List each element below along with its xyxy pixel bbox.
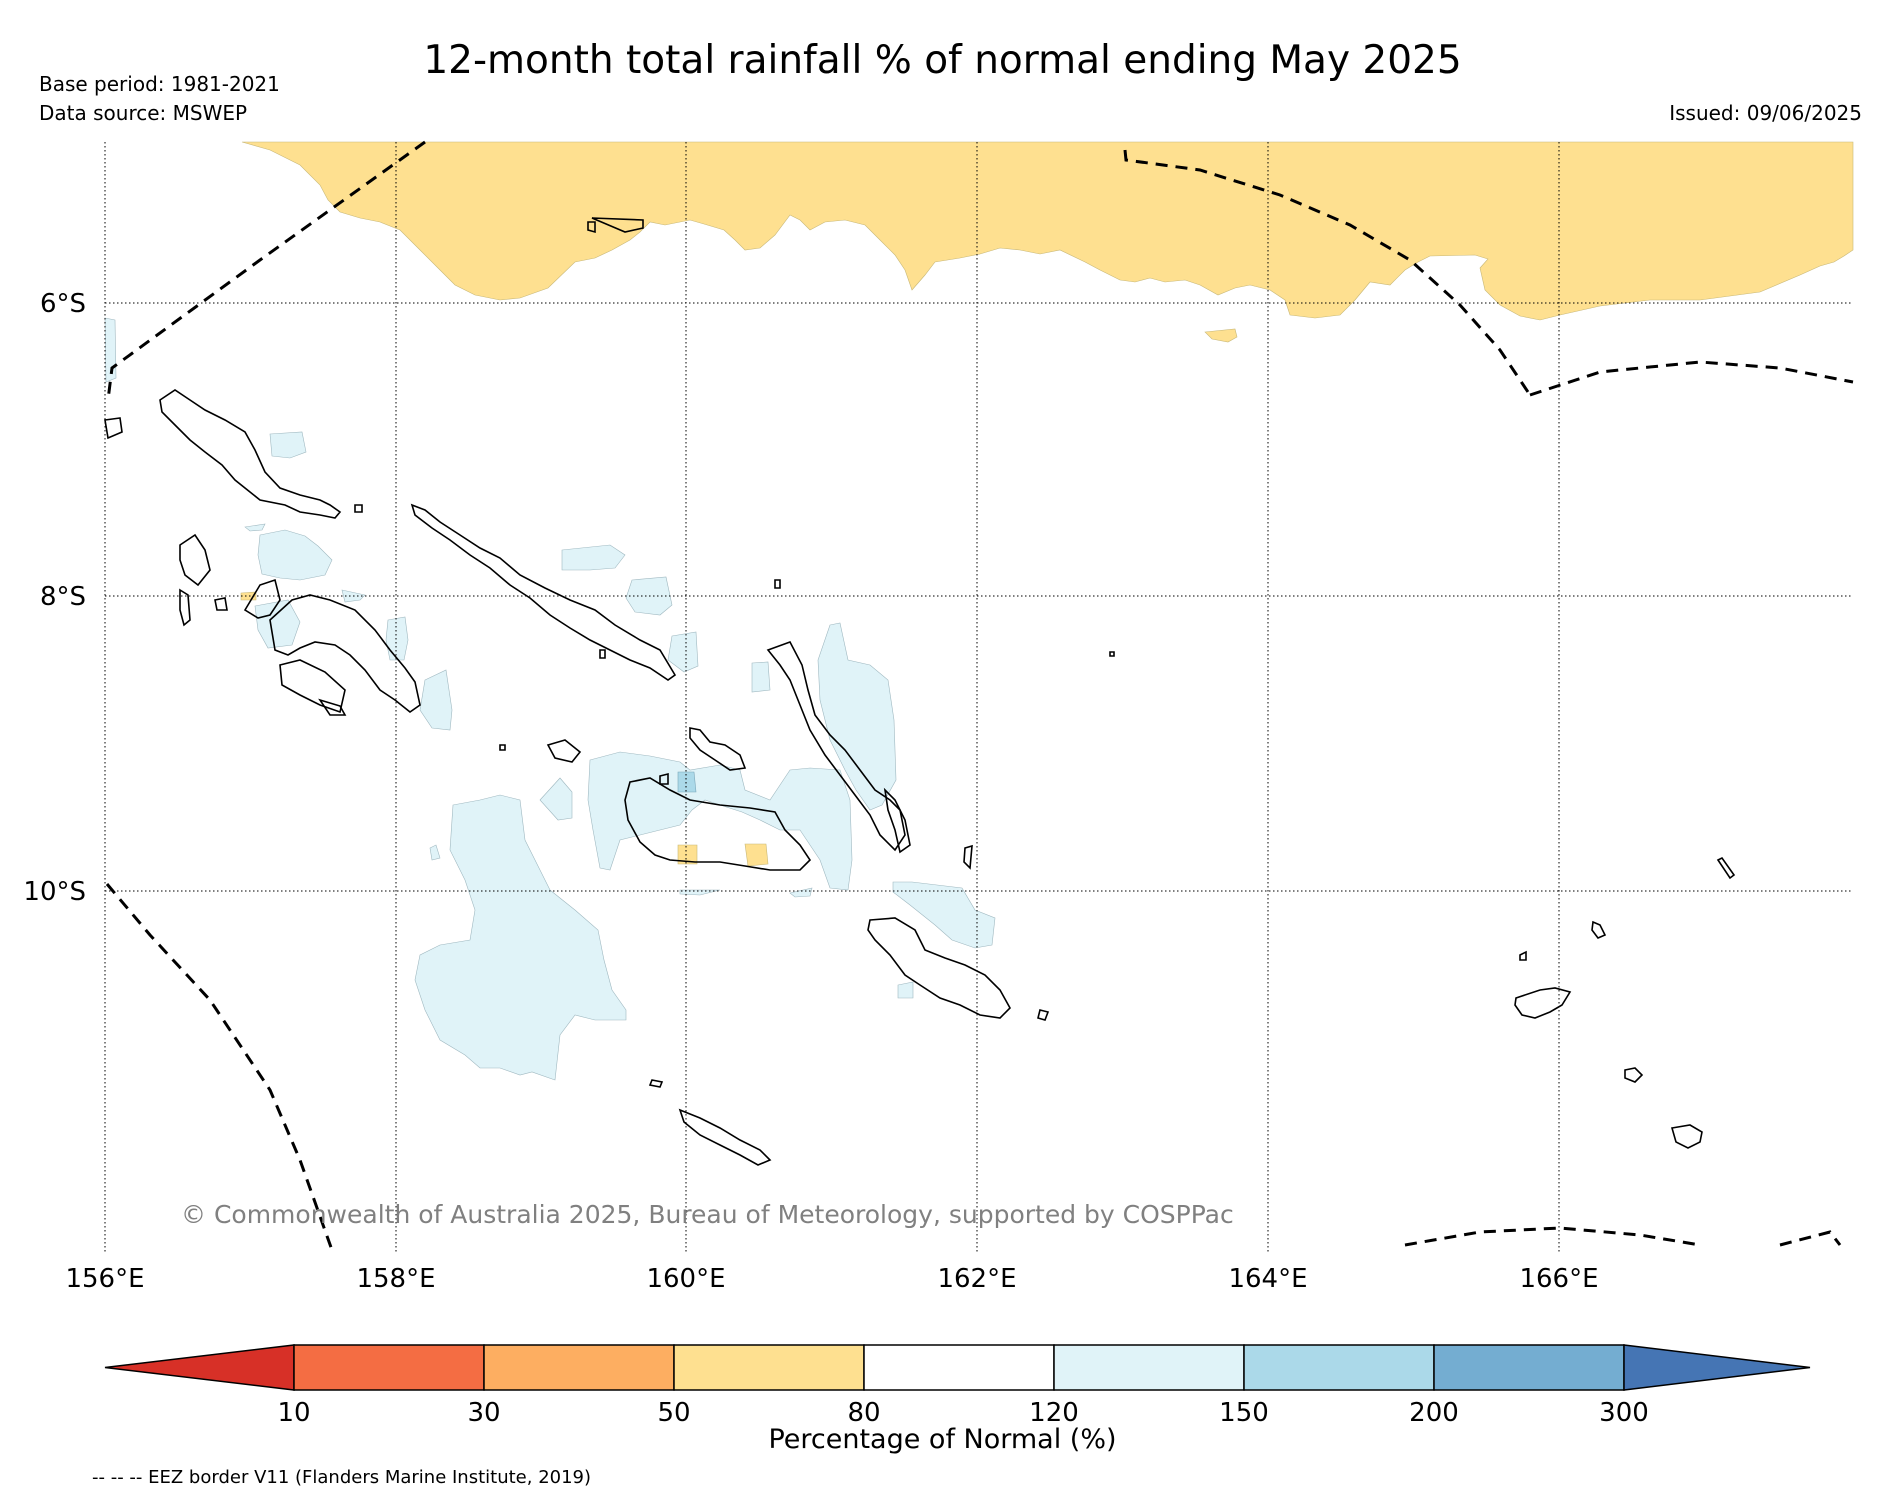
- island-rennell: [678, 1108, 772, 1166]
- lon-label-160e: 160°E: [646, 1264, 725, 1294]
- rainfall-region-above-normal: [789, 887, 813, 898]
- island-bellona: [648, 1079, 664, 1088]
- rainfall-region-above-normal: [539, 777, 573, 821]
- lat-label-6s: 6°S: [40, 289, 86, 319]
- data-source-label: Data source: MSWEP: [39, 101, 248, 125]
- island-vella-lavella: [179, 533, 211, 587]
- rainfall-region-below-normal: [677, 844, 698, 865]
- island-utupua: [1519, 950, 1527, 961]
- island-small-5: [354, 504, 363, 513]
- lon-label-156e: 156°E: [65, 1264, 144, 1294]
- colorbar-segment: [1243, 1344, 1435, 1391]
- lon-label-162e: 162°E: [937, 1264, 1016, 1294]
- rainfall-region-above-normal: [561, 544, 626, 571]
- island-choiseul: [159, 389, 342, 519]
- colorbar-tick-label: 120: [1029, 1398, 1079, 1428]
- island-anuta: [1624, 1067, 1644, 1083]
- rainfall-region-above-normal: [667, 631, 699, 673]
- rainfall-region-below-normal: [1204, 328, 1238, 343]
- colorbar-segment: [483, 1344, 675, 1391]
- rainfall-region-above-normal: [892, 881, 996, 949]
- eez-legend-note: -- -- -- EEZ border V11 (Flanders Marine…: [92, 1467, 592, 1488]
- colorbar-segment: [1433, 1344, 1625, 1391]
- colorbar-segments: [104, 1344, 1811, 1391]
- rainfall-region-below-normal: [241, 141, 1854, 321]
- island-small-2: [1109, 651, 1115, 657]
- island-guadalcanal: [624, 777, 812, 871]
- colorbar-extend-high: [1623, 1344, 1811, 1391]
- colorbar-segment: [863, 1344, 1055, 1391]
- island-rendova: [279, 659, 346, 714]
- rainfall-region-above-normal: [751, 661, 771, 693]
- island-santa-isabel: [410, 503, 677, 681]
- lat-label-10s: 10°S: [23, 877, 86, 907]
- island-vanikoro: [1514, 987, 1572, 1019]
- rainfall-region-above-normal: [257, 529, 333, 581]
- island-small-4: [599, 649, 606, 659]
- rainfall-region-above-normal: [414, 794, 627, 1081]
- colorbar-tick-labels: 10 30 50 80 120 150 200 300: [277, 1398, 1648, 1428]
- rainfall-region-above-normal: [269, 431, 307, 459]
- rainfall-region-above-normal: [587, 751, 853, 891]
- rainfall-region-above-normal: [817, 622, 897, 811]
- rainfall-region-above-normal: [385, 616, 409, 661]
- island-new-georgia: [243, 578, 281, 619]
- island-new-georgia-group: [269, 594, 421, 713]
- colorbar-segment: [673, 1344, 865, 1391]
- colorbar-tick-label: 50: [657, 1398, 690, 1428]
- lat-label-8s: 8°S: [40, 582, 86, 612]
- base-period-label: Base period: 1981-2021: [39, 72, 280, 96]
- rainfall-region-above-normal: [244, 523, 266, 532]
- island-ontong-java-2: [591, 217, 644, 233]
- island-small-santa-cruz: [1591, 920, 1607, 939]
- colorbar-tick-label: 30: [467, 1398, 500, 1428]
- island-small-malaita: [883, 787, 911, 854]
- island-small-3: [499, 744, 506, 751]
- copyright-notice: © Commonwealth of Australia 2025, Bureau…: [181, 1200, 1234, 1229]
- rainfall-region-below-normal: [744, 843, 769, 867]
- island-small-6: [214, 597, 228, 611]
- island-santa-ana: [1037, 1009, 1050, 1021]
- colorbar-tick-label: 80: [847, 1398, 880, 1428]
- colorbar-tick-label: 300: [1599, 1398, 1649, 1428]
- graticule: [104, 142, 1853, 1253]
- island-ontong-java-1: [587, 221, 596, 234]
- colorbar-segment: [293, 1344, 485, 1391]
- lon-label-166e: 166°E: [1519, 1264, 1598, 1294]
- rainfall-region-above-normal: [429, 844, 441, 861]
- island-tikopia: [1670, 1124, 1703, 1149]
- map-title: 12-month total rainfall % of normal endi…: [423, 38, 1462, 83]
- island-nggela: [689, 727, 747, 771]
- island-savo: [659, 772, 669, 785]
- issued-date-label: Issued: 09/06/2025: [1669, 101, 1862, 125]
- colorbar-extend-low: [104, 1344, 295, 1391]
- rainfall-region-above-normal: [419, 669, 453, 731]
- island-kolombangara: [179, 588, 191, 627]
- island-vangunu: [318, 698, 347, 716]
- island-shortland: [104, 417, 123, 440]
- island-tinakula: [1716, 856, 1736, 880]
- island-russell-islands: [546, 739, 582, 763]
- rainfall-region-above-normal: [897, 981, 914, 999]
- island-ulawa: [963, 844, 973, 870]
- lon-label-164e: 164°E: [1228, 1264, 1307, 1294]
- rainfall-fill-layer: [104, 141, 1854, 1081]
- rainfall-region-above-normal: [254, 599, 301, 649]
- eez-borders: [105, 140, 1854, 1254]
- lon-label-158e: 158°E: [356, 1264, 435, 1294]
- coastlines: [104, 217, 1736, 1166]
- colorbar-title: Percentage of Normal (%): [768, 1424, 1117, 1455]
- colorbar-tick-label: 150: [1219, 1398, 1269, 1428]
- island-small-1: [774, 579, 781, 589]
- colorbar-tick-label: 200: [1409, 1398, 1459, 1428]
- colorbar-tick-label: 10: [277, 1398, 310, 1428]
- island-makira: [867, 917, 1011, 1019]
- rainfall-region-well-above-normal: [677, 771, 697, 793]
- colorbar-segment: [1053, 1344, 1245, 1391]
- island-malaita: [766, 641, 906, 852]
